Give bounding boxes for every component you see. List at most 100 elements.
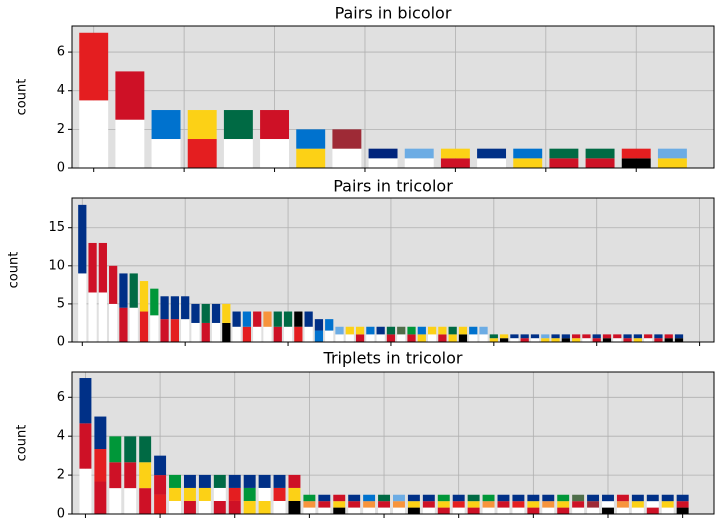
bar-segment	[393, 494, 405, 502]
bar-segment	[557, 494, 570, 502]
bar-segment	[150, 288, 159, 316]
bar-segment	[510, 338, 519, 342]
bar-segment	[623, 334, 632, 339]
bar-segment	[151, 139, 181, 168]
bar-segment	[572, 494, 585, 502]
bar-segment	[587, 494, 600, 502]
bar-segment	[115, 119, 145, 168]
bar-segment	[386, 334, 396, 342]
bar-segment	[253, 311, 262, 327]
bar-segment	[407, 494, 420, 502]
bar-segment	[98, 292, 107, 342]
bar-segment	[363, 494, 376, 502]
bar-segment	[616, 507, 629, 514]
bar-segment	[109, 462, 122, 489]
bar-segment	[407, 507, 420, 514]
bar-segment	[115, 71, 145, 120]
bar-segment	[243, 500, 256, 514]
bar-segment	[378, 494, 391, 502]
bar-segment	[676, 501, 689, 508]
bar-segment	[333, 494, 346, 502]
bar-segment	[213, 474, 226, 488]
y-tick-label: 4	[57, 429, 65, 444]
bar-segment	[602, 334, 612, 339]
bar-segment	[160, 296, 169, 320]
bar-segment	[154, 475, 167, 495]
bar-segment	[513, 158, 543, 168]
bar-segment	[345, 334, 354, 342]
bar-segment	[633, 334, 642, 339]
bar-segment	[273, 474, 286, 488]
bar-segment	[88, 292, 97, 342]
bar-segment	[94, 449, 107, 482]
bar-segment	[585, 158, 615, 168]
bar-segment	[187, 110, 217, 140]
bar-segment	[139, 311, 149, 342]
bar-segment	[273, 487, 286, 501]
y-tick-label: 0	[57, 335, 65, 350]
y-axis-label: count	[15, 425, 30, 462]
bar-segment	[397, 326, 406, 335]
bar-segment	[109, 303, 118, 342]
bar-segment	[151, 110, 181, 140]
bar-segment	[500, 334, 509, 339]
bar-segment	[482, 501, 495, 508]
bar-segment	[572, 501, 585, 508]
bar-segment	[664, 334, 673, 339]
bar-segment	[520, 338, 529, 342]
bar-segment	[458, 326, 468, 335]
bar-segment	[303, 501, 316, 508]
bar-segment	[422, 507, 435, 514]
bar-segment	[243, 487, 256, 501]
bar-segment	[232, 311, 241, 327]
bar-segment	[273, 500, 286, 514]
bar-segment	[191, 322, 200, 342]
bar-segment	[512, 507, 525, 514]
bar-segment	[654, 334, 663, 339]
bar-segment	[260, 139, 290, 168]
bar-segment	[613, 334, 622, 339]
bar-segment	[283, 311, 293, 327]
bar-segment	[427, 334, 437, 342]
bar-segment	[458, 334, 468, 342]
chart-title: Pairs in tricolor	[333, 177, 453, 196]
bar-segment	[585, 148, 615, 159]
bar-segment	[448, 334, 457, 342]
bar-segment	[348, 507, 361, 514]
bar-segment	[386, 326, 396, 335]
bar-segment	[139, 488, 152, 514]
bar-segment	[557, 507, 570, 514]
bar-segment	[124, 488, 137, 514]
bar-segment	[368, 158, 398, 168]
bar-segment	[674, 334, 684, 339]
bar-segment	[213, 487, 226, 501]
bar-segment	[500, 338, 509, 342]
bar-segment	[661, 507, 674, 514]
bar-segment	[587, 507, 600, 514]
bar-segment	[119, 307, 128, 342]
bar-segment	[139, 462, 152, 489]
bar-segment	[407, 326, 416, 335]
bar-segment	[654, 338, 663, 342]
bar-segment	[621, 148, 651, 159]
bar-segment	[427, 326, 437, 335]
bar-segment	[452, 507, 465, 514]
bar-segment	[318, 494, 331, 502]
bar-segment	[587, 501, 600, 508]
bar-segment	[129, 307, 138, 342]
bar-segment	[482, 494, 495, 502]
bar-segment	[366, 326, 375, 335]
bar-segment	[169, 500, 181, 514]
bar-segment	[623, 338, 632, 342]
bar-segment	[170, 319, 179, 342]
bar-segment	[273, 326, 282, 342]
bar-segment	[228, 474, 241, 488]
bar-segment	[181, 319, 190, 342]
bar-segment	[549, 158, 579, 168]
bar-segment	[88, 242, 97, 293]
bar-segment	[124, 436, 137, 463]
bar-segment	[98, 242, 107, 293]
bar-segment	[489, 334, 498, 339]
bar-segment	[368, 148, 398, 159]
bar-segment	[631, 501, 644, 508]
